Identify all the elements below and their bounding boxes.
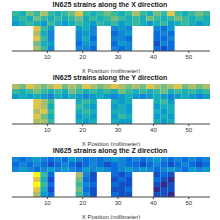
svg-text:20: 20 — [79, 54, 86, 60]
svg-text:X Position (millimeter): X Position (millimeter) — [82, 214, 140, 219]
svg-text:20: 20 — [79, 127, 86, 133]
svg-text:10: 10 — [44, 127, 51, 133]
svg-text:10: 10 — [44, 54, 51, 60]
svg-text:40: 40 — [150, 127, 157, 133]
svg-text:30: 30 — [115, 54, 122, 60]
svg-text:40: 40 — [150, 200, 157, 206]
svg-text:X Position (millimeter): X Position (millimeter) — [82, 68, 140, 73]
svg-text:20: 20 — [79, 200, 86, 206]
html-text:IN625 strains along the X dire: IN625 strains along the X direction — [52, 1, 168, 8]
html-text:IN625 strains along the Y dire: IN625 strains along the Y direction — [52, 74, 168, 81]
svg-text:50: 50 — [185, 200, 192, 206]
svg-text:30: 30 — [115, 200, 122, 206]
html-text:IN625 strains along the Z dire: IN625 strains along the Z direction — [52, 147, 168, 154]
svg-text:50: 50 — [185, 54, 192, 60]
svg-text:50: 50 — [185, 127, 192, 133]
svg-text:30: 30 — [115, 127, 122, 133]
svg-text:40: 40 — [150, 54, 157, 60]
svg-text:10: 10 — [44, 200, 51, 206]
svg-text:X Position (millimeter): X Position (millimeter) — [82, 141, 140, 146]
